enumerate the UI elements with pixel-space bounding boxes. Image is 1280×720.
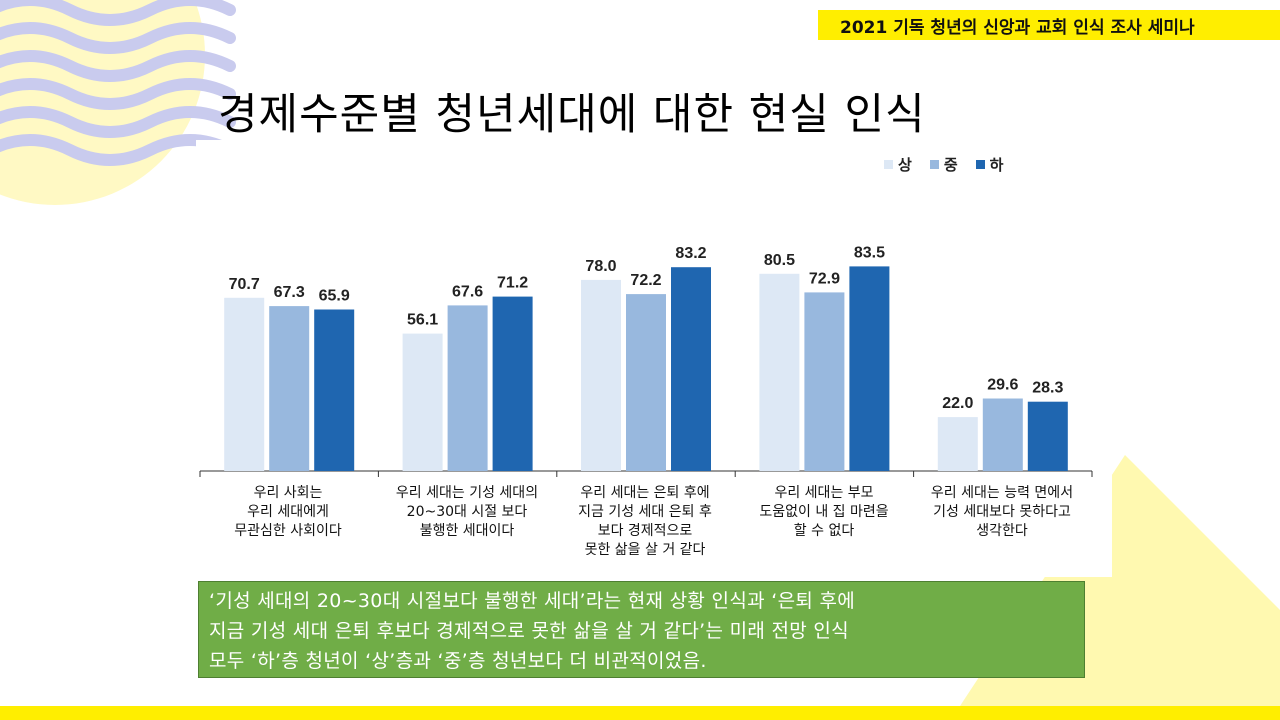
data-label: 29.6 — [987, 377, 1018, 394]
legend-swatch-low — [975, 160, 985, 169]
summary-line: ‘기성 세대의 20~30대 시절보다 불행한 세대’라는 현재 상황 인식과 … — [209, 590, 856, 612]
data-label: 70.7 — [229, 276, 260, 293]
bar-하 — [1027, 401, 1068, 471]
category-label: 우리 세대는 은퇴 후에 지금 기성 세대 은퇴 후 보다 경제적으로 못한 삶… — [578, 485, 712, 558]
bottom-accent-bar — [0, 706, 1280, 720]
legend-label-mid: 중 — [943, 156, 958, 174]
bar-하 — [671, 267, 711, 471]
bar-chart: 70.7 67.3 65.9 56.1 67.6 71.2 78.0 72.2 83.2 80.5… — [199, 244, 1093, 477]
bar-중 — [626, 294, 666, 471]
legend-label-high: 상 — [898, 156, 912, 174]
data-label: 72.9 — [809, 270, 840, 287]
data-label: 80.5 — [764, 252, 795, 269]
bar-상 — [224, 297, 265, 471]
summary-line: 모두 ‘하’층 청년이 ‘상’층과 ‘중’층 청년보다 더 비관적이었음. — [209, 650, 707, 672]
data-label: 67.6 — [452, 283, 483, 300]
bar-상 — [581, 279, 621, 471]
data-label: 83.5 — [854, 244, 885, 261]
header-banner-text: 2021 기독 청년의 신앙과 교회 인식 조사 세미나 — [840, 17, 1195, 38]
bar-하 — [849, 266, 890, 471]
legend-swatch-mid — [929, 160, 939, 169]
data-label: 65.9 — [319, 288, 350, 305]
legend-label-low: 하 — [989, 156, 1004, 174]
data-label: 72.2 — [630, 272, 661, 289]
summary-box: ‘기성 세대의 20~30대 시절보다 불행한 세대’라는 현재 상황 인식과 … — [198, 581, 1085, 678]
bar-하 — [492, 296, 533, 471]
bar-상 — [937, 417, 978, 471]
header-banner: 2021 기독 청년의 신앙과 교회 인식 조사 세미나 — [818, 10, 1280, 40]
data-label: 78.0 — [585, 258, 616, 275]
data-label: 28.3 — [1032, 380, 1063, 397]
bar-하 — [314, 309, 355, 471]
category-label: 우리 세대는 기성 세대의 20~30대 시절 보다 불행한 세대이다 — [395, 485, 539, 539]
legend-item-low: 하 — [975, 154, 1004, 175]
data-label: 56.1 — [407, 312, 438, 329]
category-label: 우리 세대는 부모 도움없이 내 집 마련을 할 수 없다 — [759, 485, 889, 539]
legend-item-high: 상 — [884, 154, 912, 175]
bar-상 — [759, 273, 800, 471]
legend-item-mid: 중 — [929, 154, 958, 175]
chart-legend: 상 중 하 — [884, 154, 1003, 175]
category-label: 우리 사회는 우리 세대에게 무관심한 사회이다 — [234, 485, 342, 539]
category-label: 우리 세대는 능력 면에서 기성 세대보다 못하다고 생각한다 — [930, 485, 1074, 539]
bar-중 — [982, 398, 1023, 471]
bar-상 — [402, 333, 443, 471]
bar-중 — [447, 305, 488, 471]
summary-line: 지금 기성 세대 은퇴 후보다 경제적으로 못한 삶을 살 거 같다’는 미래 … — [209, 620, 849, 642]
legend-swatch-high — [884, 160, 893, 169]
data-label: 22.0 — [942, 395, 973, 412]
bar-중 — [804, 292, 845, 471]
wave-decoration — [0, 0, 236, 166]
data-label: 83.2 — [675, 245, 706, 262]
page-title: 경제수준별 청년세대에 대한 현실 인식 — [218, 90, 926, 140]
data-label: 67.3 — [274, 284, 305, 301]
chart-panel: 70.7 67.3 65.9 56.1 67.6 71.2 78.0 72.2 83.2 80.5… — [196, 140, 1112, 577]
data-label: 71.2 — [497, 275, 528, 292]
bar-중 — [269, 306, 310, 471]
